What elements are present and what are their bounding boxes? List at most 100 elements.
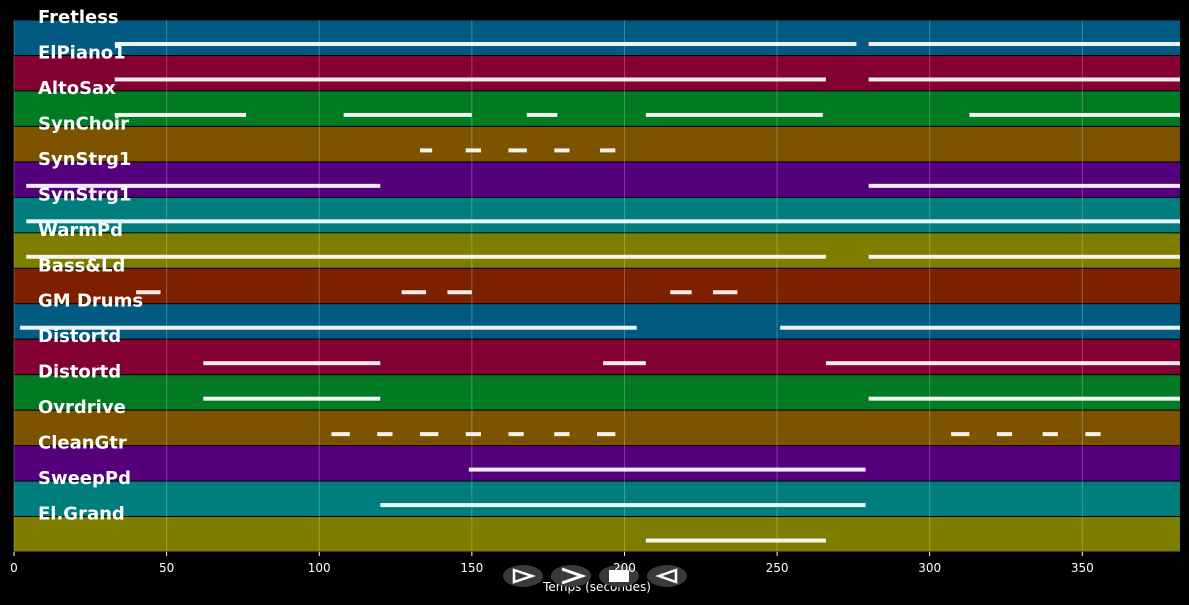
- note-span: [114, 41, 857, 46]
- note-span: [419, 432, 439, 437]
- note-span: [597, 432, 616, 437]
- note-span: [951, 432, 970, 437]
- note-span: [203, 396, 381, 401]
- note-span: [401, 290, 427, 295]
- track-name: AltoSax: [38, 78, 116, 99]
- track-name: Distortd: [38, 362, 121, 383]
- track-row: [14, 268, 1180, 304]
- note-span: [1085, 432, 1101, 437]
- x-tick-label: 200: [613, 561, 636, 575]
- rows: [14, 20, 1180, 552]
- track-row: [14, 375, 1180, 410]
- track-row: [14, 162, 1180, 197]
- note-span: [969, 112, 1180, 117]
- note-span: [1042, 432, 1058, 437]
- note-span: [26, 219, 1180, 224]
- track-name: ElPiano1: [38, 42, 126, 63]
- note-span: [136, 290, 161, 295]
- button-bg: [503, 565, 543, 587]
- note-span: [526, 112, 558, 117]
- x-tick-label: 50: [159, 561, 174, 575]
- labels: Fretless ElPiano1 AltoSax SynChoir SynStrg1 S…: [38, 7, 143, 525]
- track-name: Distortd: [38, 326, 121, 347]
- track-name: Fretless: [38, 7, 119, 28]
- track-name: SynStrg1: [38, 184, 131, 205]
- note-span: [996, 432, 1013, 437]
- note-span: [868, 183, 1180, 188]
- note-span: [670, 290, 692, 295]
- track-row: [14, 481, 1180, 517]
- note-span: [825, 361, 1180, 366]
- note-span: [114, 112, 246, 117]
- rewind-icon: [655, 568, 678, 584]
- note-span: [554, 148, 570, 153]
- note-span: [20, 325, 637, 330]
- forward-button[interactable]: [551, 565, 591, 587]
- track-row: [14, 55, 1180, 91]
- stop-button[interactable]: [599, 565, 639, 587]
- note-span: [343, 112, 472, 117]
- track-name: Ovrdrive: [38, 397, 126, 418]
- forward-icon: [561, 567, 587, 585]
- track-row: [14, 339, 1180, 375]
- note-span: [26, 254, 826, 259]
- note-span: [554, 432, 570, 437]
- notes: [20, 41, 1180, 543]
- track-name: SynChoir: [38, 113, 129, 134]
- track-name: CleanGtr: [38, 433, 127, 454]
- note-span: [868, 254, 1180, 259]
- rewind-button[interactable]: [647, 565, 687, 587]
- note-span: [331, 432, 350, 437]
- button-bg: [647, 565, 687, 587]
- track-name: WarmPd: [38, 220, 123, 241]
- track-row: [14, 517, 1180, 552]
- note-span: [468, 467, 866, 472]
- x-tick-label: 300: [918, 561, 941, 575]
- note-span: [712, 290, 738, 295]
- track-name: SweepPd: [38, 468, 131, 489]
- note-span: [114, 77, 826, 82]
- note-span: [465, 432, 482, 437]
- note-span: [508, 432, 524, 437]
- note-span: [600, 148, 616, 153]
- track-name: Bass&Ld: [38, 255, 125, 276]
- note-span: [645, 112, 823, 117]
- x-tick-label: 100: [308, 561, 331, 575]
- note-span: [203, 361, 381, 366]
- note-span: [645, 538, 826, 543]
- note-span: [868, 41, 1180, 46]
- track-row: [14, 233, 1180, 268]
- note-span: [465, 148, 482, 153]
- note-span: [868, 77, 1180, 82]
- x-tick-label: 150: [460, 561, 483, 575]
- grid: [13, 20, 1083, 552]
- button-bg: [551, 565, 591, 587]
- track-row: [14, 446, 1180, 481]
- note-span: [26, 183, 381, 188]
- track-row: [14, 20, 1180, 55]
- note-span: [419, 148, 433, 153]
- note-span: [377, 432, 393, 437]
- track-name: El.Grand: [38, 504, 125, 525]
- note-span: [603, 361, 646, 366]
- track-name: GM Drums: [38, 291, 143, 312]
- note-span: [868, 396, 1180, 401]
- note-span: [447, 290, 472, 295]
- track-name: SynStrg1: [38, 149, 131, 170]
- play-icon: [512, 568, 536, 584]
- track-row: [14, 91, 1180, 126]
- stop-icon: [609, 570, 629, 582]
- note-span: [380, 503, 866, 508]
- track-row: [14, 126, 1180, 162]
- note-span: [508, 148, 527, 153]
- note-span: [780, 325, 1180, 330]
- play-button[interactable]: [503, 565, 543, 587]
- x-tick-label: 250: [766, 561, 789, 575]
- track-row: [14, 197, 1180, 233]
- x-tick-label: 350: [1071, 561, 1094, 575]
- x-tick-label: 0: [10, 561, 18, 575]
- track-row: [14, 304, 1180, 339]
- track-row: [14, 410, 1180, 446]
